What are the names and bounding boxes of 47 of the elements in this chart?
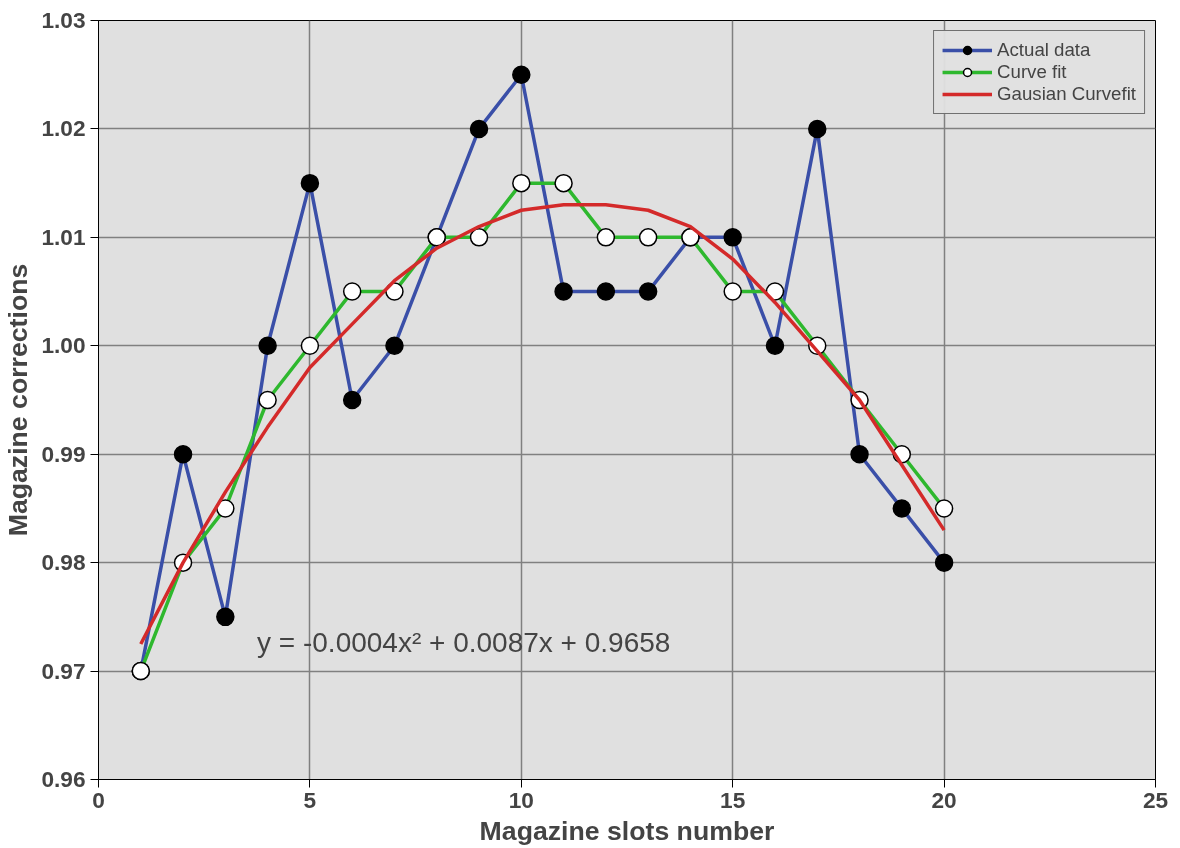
point bbox=[258, 390, 277, 410]
point bbox=[723, 282, 742, 301]
x-tick-label: 0 bbox=[92, 786, 105, 813]
point bbox=[173, 444, 193, 464]
legend-label: Actual data bbox=[997, 39, 1091, 61]
x-tick-label: 15 bbox=[720, 786, 746, 813]
point bbox=[554, 282, 573, 301]
point bbox=[300, 336, 320, 356]
point bbox=[934, 553, 954, 572]
legend-label: Gausian Curvefit bbox=[997, 83, 1136, 105]
y-tick-label: 1.01 bbox=[41, 223, 86, 250]
y-tick-label: 0.97 bbox=[41, 657, 86, 684]
point bbox=[469, 119, 489, 139]
point bbox=[723, 228, 742, 247]
y-axis-title: Magazine corrections bbox=[3, 263, 34, 537]
point bbox=[512, 173, 531, 193]
y-tick-label: 0.98 bbox=[41, 549, 86, 576]
y-tick-label: 1.03 bbox=[41, 7, 86, 33]
point bbox=[342, 390, 362, 410]
point bbox=[892, 499, 912, 518]
y-tick-label: 1.02 bbox=[41, 115, 86, 142]
x-tick-label: 20 bbox=[931, 786, 957, 813]
point bbox=[808, 119, 827, 139]
x-tick-label: 10 bbox=[508, 786, 534, 813]
legend-label: Curve fit bbox=[997, 61, 1067, 83]
x-axis-title: Magazine slots number bbox=[479, 815, 775, 846]
point bbox=[850, 444, 869, 464]
point bbox=[934, 499, 954, 518]
point bbox=[596, 282, 616, 301]
point bbox=[216, 607, 235, 627]
y-tick-label: 1.00 bbox=[41, 332, 86, 359]
point bbox=[258, 336, 277, 356]
point bbox=[554, 173, 573, 193]
point bbox=[216, 499, 235, 518]
y-tick-label: 0.96 bbox=[41, 766, 86, 792]
point bbox=[596, 228, 616, 247]
point bbox=[342, 282, 362, 301]
point bbox=[469, 228, 489, 247]
point bbox=[300, 173, 320, 193]
point bbox=[512, 65, 531, 84]
x-tick-label: 25 bbox=[1142, 786, 1169, 813]
point bbox=[638, 228, 658, 247]
x-tick-label: 5 bbox=[303, 786, 317, 813]
point bbox=[638, 282, 658, 301]
y-tick-label: 0.99 bbox=[41, 440, 86, 467]
point bbox=[385, 336, 404, 356]
point bbox=[765, 336, 785, 356]
